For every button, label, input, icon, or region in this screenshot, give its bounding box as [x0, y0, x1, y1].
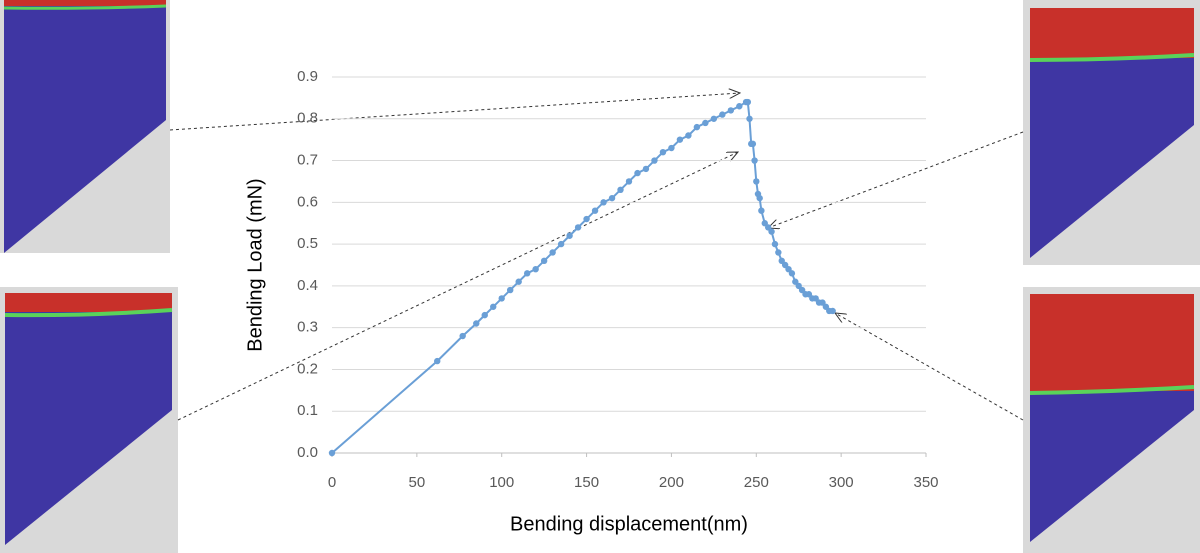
- y-tick-label: 0.7: [297, 152, 318, 169]
- data-point: [515, 278, 522, 285]
- data-point: [549, 249, 556, 256]
- data-point: [651, 157, 658, 164]
- data-point: [434, 357, 441, 365]
- data-point: [788, 270, 796, 277]
- y-tick-label: 0.9: [297, 68, 318, 85]
- data-point: [566, 232, 573, 239]
- data-line: [331, 101, 833, 454]
- y-tick-label: 0.3: [297, 319, 318, 336]
- data-point: [702, 119, 709, 127]
- y-tick-label: 0.5: [297, 235, 318, 252]
- data-point: [727, 107, 735, 114]
- data-point: [775, 249, 782, 256]
- y-tick-label: 0.6: [297, 193, 318, 210]
- x-tick-label: 50: [409, 474, 426, 491]
- data-point: [736, 103, 743, 110]
- data-point: [668, 144, 675, 152]
- data-point: [490, 303, 497, 310]
- callout-arrows: [169, 93, 1024, 421]
- data-point: [753, 178, 760, 185]
- plot-area: 0.0 0.1 0.2 0.3 0.4 0.5 0.6 0.7 0.8 0.9 0 50 100 150 2…: [297, 68, 938, 491]
- y-tick-label: 0.2: [297, 360, 318, 377]
- data-point: [829, 307, 836, 315]
- data-point: [642, 165, 650, 173]
- data-point: [693, 123, 701, 131]
- y-tick-label: 0.1: [297, 402, 318, 419]
- data-point: [498, 295, 505, 302]
- data-point: [532, 265, 539, 273]
- data-point: [523, 270, 531, 277]
- contour-panel: [1023, 287, 1200, 553]
- data-point: [710, 115, 718, 122]
- data-point: [459, 332, 466, 340]
- data-point: [328, 449, 336, 457]
- data-point: [557, 240, 565, 248]
- x-tick-label: 350: [913, 474, 938, 491]
- data-point: [574, 224, 582, 231]
- x-tick-label: 0: [328, 474, 336, 491]
- data-point: [771, 240, 779, 248]
- x-tick-label: 250: [744, 474, 769, 491]
- data-point: [719, 111, 726, 118]
- contour-panel: [0, 287, 178, 553]
- data-point: [481, 311, 488, 319]
- x-axis-title: Bending displacement(nm): [510, 513, 748, 535]
- data-point: [756, 194, 763, 202]
- data-point: [744, 98, 751, 106]
- x-tick-label: 300: [829, 474, 854, 491]
- data-point: [768, 228, 775, 235]
- x-tick-label: 200: [659, 474, 684, 491]
- y-axis-title: Bending Load (mN): [244, 178, 266, 351]
- data-point: [685, 132, 692, 139]
- data-point: [591, 207, 599, 214]
- data-point: [746, 115, 753, 122]
- contour-panel: [1023, 0, 1200, 265]
- data-point: [507, 286, 514, 294]
- data-point: [540, 257, 548, 265]
- data-point: [749, 140, 757, 148]
- y-tick-label: 0.4: [297, 277, 318, 294]
- data-point: [617, 186, 624, 193]
- data-point: [758, 207, 765, 214]
- data-point: [676, 136, 684, 143]
- y-tick-label: 0.8: [297, 110, 318, 127]
- data-point: [634, 169, 641, 177]
- data-point: [608, 194, 616, 202]
- x-tick-label: 100: [489, 474, 514, 491]
- data-point: [583, 215, 590, 223]
- data-point: [600, 199, 607, 206]
- data-point: [625, 178, 633, 185]
- contour-panel: [0, 0, 170, 253]
- data-point: [473, 320, 480, 327]
- y-tick-label: 0.0: [297, 444, 318, 461]
- data-point: [751, 157, 758, 164]
- x-tick-label: 150: [574, 474, 599, 491]
- data-point: [659, 149, 667, 156]
